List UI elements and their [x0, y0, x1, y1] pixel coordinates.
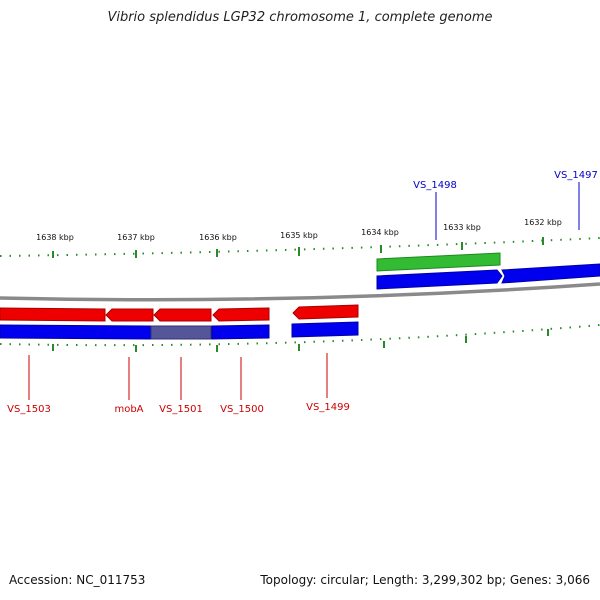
reverse-strand-track: [0, 321, 359, 340]
genome-backbone: [0, 282, 600, 302]
gene-label-vs-1500[interactable]: VS_1500: [220, 404, 264, 415]
axis-label: 1636 kbp: [199, 233, 237, 242]
gene-block-vs-1501-track[interactable]: [150, 325, 212, 340]
axis-label: 1638 kbp: [36, 233, 74, 242]
gene-block-vs-1498-cds[interactable]: [376, 269, 503, 290]
gene-block-vs-1500-track[interactable]: [211, 324, 270, 340]
gene-block-vs-1499-track[interactable]: [291, 321, 359, 338]
axis-labels: 1638 kbp 1637 kbp 1636 kbp 1635 kbp 1634…: [36, 218, 562, 242]
gene-label-vs-1503[interactable]: VS_1503: [7, 404, 51, 415]
gene-arrow-mobA[interactable]: [105, 308, 154, 322]
gene-block-vs-1503-track[interactable]: [0, 324, 152, 340]
gene-arrow-vs-1499[interactable]: [292, 304, 359, 320]
gene-label-vs-1499[interactable]: VS_1499: [306, 402, 350, 413]
gene-arrow-vs-1500[interactable]: [212, 307, 270, 322]
genome-summary: Topology: circular; Length: 3,299,302 bp…: [260, 573, 590, 587]
ruler-major-ticks-bottom: [52, 329, 549, 352]
gene-label-vs-1501[interactable]: VS_1501: [159, 404, 203, 415]
gene-label-vs-1498[interactable]: VS_1498: [413, 180, 457, 191]
reverse-strand-arrows: [0, 304, 359, 322]
axis-label: 1633 kbp: [443, 223, 481, 232]
axis-label: 1632 kbp: [524, 218, 562, 227]
gene-label-mobA[interactable]: mobA: [114, 404, 143, 415]
forward-strand-features: [376, 252, 600, 290]
gene-block-vs-1498-feature[interactable]: [376, 252, 501, 272]
gene-arrow-vs-1501[interactable]: [153, 308, 212, 322]
axis-label: 1637 kbp: [117, 233, 155, 242]
gene-block-vs-1497-cds[interactable]: [501, 263, 600, 284]
axis-label: 1634 kbp: [361, 228, 399, 237]
callout-lines: [28, 182, 580, 400]
ruler-major-ticks: [52, 237, 544, 258]
gene-labels: VS_1503 mobA VS_1501 VS_1500 VS_1499 VS_…: [7, 170, 598, 415]
axis-label: 1635 kbp: [280, 231, 318, 240]
genome-title: Vibrio splendidus LGP32 chromosome 1, co…: [107, 10, 493, 25]
gene-arrow-vs-1503[interactable]: [0, 307, 106, 322]
gene-label-vs-1497[interactable]: VS_1497: [554, 170, 598, 181]
accession-label: Accession: NC_011753: [9, 573, 146, 587]
